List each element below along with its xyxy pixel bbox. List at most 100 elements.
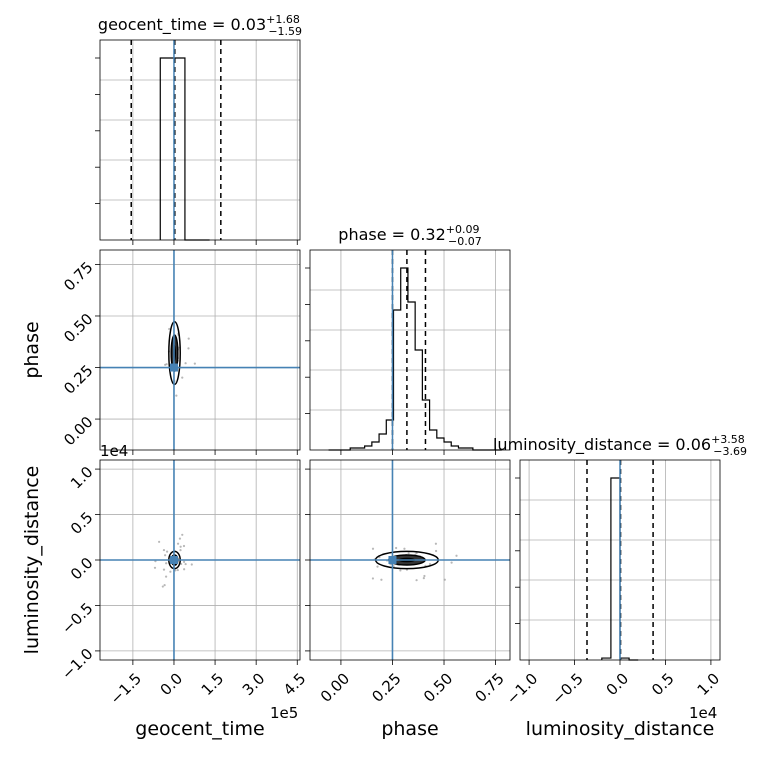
sample-point: [407, 552, 410, 555]
offset-text-luminosity-distance-yaxis: 1e4: [100, 442, 128, 460]
sample-point: [428, 562, 432, 566]
panel-background: [100, 250, 300, 450]
y-tick-label: −0.5: [58, 599, 96, 637]
panel-frame: [99, 249, 301, 451]
sample-point: [164, 554, 167, 557]
sample-point: [187, 337, 190, 340]
y-tick-label: 1.0: [67, 463, 97, 493]
x-tick-label: 1.0: [694, 670, 724, 700]
sample-point: [162, 548, 166, 552]
sample-point: [175, 394, 178, 397]
x-axis-label-phase: phase: [381, 718, 438, 740]
scatter-area: [310, 460, 510, 660]
sample-point: [179, 549, 182, 552]
sample-point: [180, 562, 183, 566]
sample-point: [450, 561, 453, 564]
y-axis-label-luminosity-distance: luminosity_distance: [21, 466, 43, 655]
x-tick-label: 0.75: [471, 670, 507, 706]
panel-frame: [99, 39, 301, 241]
y-tick-label: 0.00: [60, 413, 96, 449]
panel-title: phase = 0.32+0.09 −0.07: [338, 223, 481, 248]
histogram-phase: [328, 267, 502, 451]
y-tick-label: 0.0: [67, 554, 97, 584]
sample-point: [163, 584, 166, 587]
sample-point: [415, 552, 418, 555]
sample-point: [455, 554, 458, 557]
sample-point: [395, 546, 398, 550]
hist-phase-panel: phase = 0.32+0.09 −0.07: [305, 223, 511, 455]
panel-background: [100, 40, 300, 240]
sample-point: [434, 549, 438, 553]
panel-frame: [309, 249, 511, 451]
sample-point: [181, 376, 184, 379]
sample-point: [162, 568, 166, 571]
x-axis-label-geocent-time: geocent_time: [135, 718, 264, 740]
scatter-luminosity-distance-vs-phase-panel: 0.00 0.25 0.50 0.75: [305, 459, 511, 706]
x-tick-label: 0.0: [157, 670, 187, 700]
x-tick-label: 0.0: [603, 670, 633, 700]
sample-point: [176, 568, 179, 572]
sample-point: [176, 542, 180, 545]
sample-point: [174, 569, 177, 572]
x-tick-label: 3.0: [239, 670, 269, 700]
sample-point: [182, 544, 186, 548]
sample-point: [380, 578, 383, 581]
sample-point: [164, 363, 167, 366]
x-tick-label: −1.0: [503, 670, 541, 708]
panel-title: geocent_time = 0.03+1.68 −1.59: [98, 13, 302, 38]
truth-marker: [388, 556, 397, 564]
scatter-luminosity-distance-vs-geocent-time-panel: −1.5 0.0 1.5 3.0 4.5 −1.0 −0.5 0.0 0.5 1.0: [58, 459, 310, 708]
x-tick-label: 0.25: [368, 670, 404, 706]
sample-point: [184, 562, 187, 566]
sample-point: [165, 562, 168, 565]
x-tick-label: 0.50: [420, 670, 456, 706]
sample-point: [184, 362, 187, 365]
sample-point: [178, 537, 182, 540]
scatter-phase-vs-geocent-time-panel: 0.00 0.25 0.50 0.75: [60, 249, 301, 455]
panel-title: luminosity_distance = 0.06+3.58 −3.69: [493, 433, 747, 458]
sample-point: [371, 577, 375, 580]
scatter-area: [100, 250, 300, 450]
y-axis-label-phase: phase: [21, 321, 43, 378]
x-tick-label: 4.5: [280, 670, 310, 700]
offset-text-luminosity-distance: 1e4: [689, 704, 717, 722]
sample-point: [403, 547, 406, 550]
sample-point: [434, 542, 438, 545]
sample-point: [168, 327, 171, 331]
truth-marker: [169, 363, 178, 372]
sample-point: [187, 347, 190, 350]
sample-point: [164, 575, 168, 578]
sample-point: [415, 579, 418, 582]
sample-point: [193, 362, 196, 365]
offset-text-geocent-time: 1e5: [270, 704, 298, 722]
sample-point: [371, 547, 375, 550]
sample-point: [422, 577, 425, 580]
panel-background: [310, 250, 510, 450]
sample-point: [179, 545, 182, 548]
sample-point: [182, 560, 186, 563]
y-tick-label: 0.25: [60, 361, 96, 397]
sample-point: [153, 566, 157, 569]
y-tick-label: 0.75: [60, 258, 96, 294]
sample-point: [443, 578, 446, 581]
sample-point: [423, 574, 426, 578]
y-tick-label: 0.5: [67, 508, 97, 538]
sample-point: [165, 550, 169, 553]
sample-point: [183, 568, 186, 571]
x-tick-label: 1.5: [198, 670, 228, 700]
truth-marker: [169, 556, 178, 564]
sample-point: [181, 533, 184, 536]
y-tick-label: 0.50: [60, 310, 96, 346]
sample-point: [376, 565, 379, 568]
sample-point: [399, 569, 402, 572]
sample-point: [158, 540, 161, 543]
y-tick-label: −1.0: [58, 645, 96, 683]
scatter-area: [100, 460, 300, 660]
x-axis-label-luminosity-distance: luminosity_distance: [526, 718, 715, 740]
hist-luminosity-distance-panel: −1.0 −0.5 0.0 0.5 1.0 luminosity_distance = 0…: [493, 433, 747, 708]
x-tick-label: −0.5: [548, 670, 586, 708]
x-tick-label: 0.5: [648, 670, 678, 700]
hist-geocent-time-panel: geocent_time = 0.03+1.68 −1.59: [95, 13, 302, 245]
x-tick-label: 0.00: [317, 670, 353, 706]
